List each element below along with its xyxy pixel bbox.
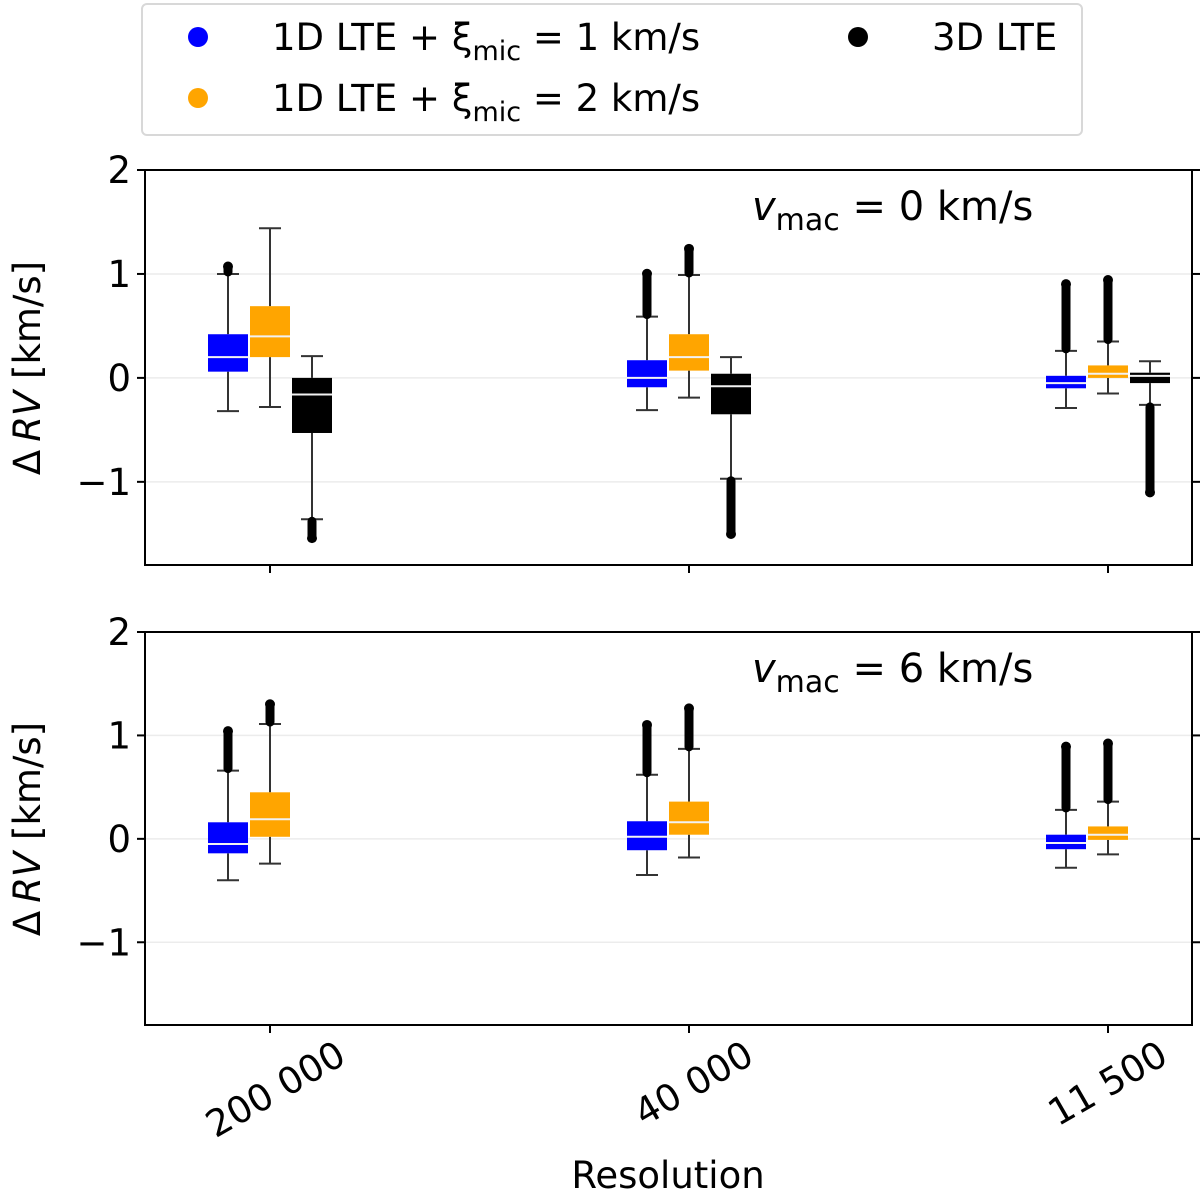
x-axis-label: Resolution bbox=[571, 1154, 764, 1197]
outlier-point bbox=[307, 533, 317, 544]
box-ffa500-0 bbox=[250, 227, 290, 408]
outlier-point bbox=[223, 726, 233, 737]
annotation-part: v bbox=[752, 646, 777, 692]
box-iqr bbox=[1130, 372, 1170, 384]
x-tick-label-0: 200 000 bbox=[198, 1033, 352, 1147]
panel-bottom: −1 0 1 2 vmac = 6 km/s bbox=[76, 611, 1200, 1033]
box-iqr bbox=[250, 792, 290, 837]
box-ffa500-0 bbox=[250, 699, 290, 865]
annotation-part: mac bbox=[776, 203, 840, 238]
box-iqr bbox=[208, 334, 248, 372]
outlier-point bbox=[1061, 279, 1071, 290]
box-iqr bbox=[1046, 834, 1086, 850]
legend-label-1d-xi2: 1D LTE + ξmic = 2 km/s bbox=[272, 77, 700, 128]
outlier-point bbox=[1103, 738, 1113, 749]
box-iqr bbox=[1088, 826, 1128, 840]
box-ffa500-2 bbox=[1088, 738, 1128, 856]
box-ffa500-1 bbox=[669, 703, 709, 859]
box-iqr bbox=[669, 334, 709, 371]
box-iqr bbox=[627, 360, 667, 388]
box-0000ff-1 bbox=[627, 268, 667, 412]
box-iqr bbox=[711, 373, 751, 415]
panel-annotation: vmac = 0 km/s bbox=[752, 184, 1033, 238]
y-tick-label: 0 bbox=[107, 357, 131, 400]
box-iqr bbox=[1046, 375, 1086, 389]
box-iqr bbox=[627, 821, 667, 851]
box-000000-0 bbox=[292, 355, 332, 544]
y-axis-label-top: ΔRV [km/s] bbox=[6, 261, 49, 475]
annotation-part: = 6 km/s bbox=[840, 646, 1034, 692]
box-iqr bbox=[250, 306, 290, 358]
box-000000-1 bbox=[711, 356, 751, 539]
panel-annotation: vmac = 6 km/s bbox=[752, 646, 1033, 700]
box-0000ff-0 bbox=[208, 261, 248, 413]
outlier-point bbox=[265, 699, 275, 710]
legend-label-3d: 3D LTE bbox=[932, 16, 1057, 59]
y-tick-label: 1 bbox=[107, 714, 131, 757]
y-tick-label: −1 bbox=[76, 461, 131, 504]
box-iqr bbox=[208, 822, 248, 854]
legend-label-1d-xi1: 1D LTE + ξmic = 1 km/s bbox=[272, 16, 700, 67]
outlier-point bbox=[1061, 741, 1071, 752]
box-iqr bbox=[669, 801, 709, 835]
outlier-point bbox=[684, 243, 694, 254]
outlier-point bbox=[1103, 275, 1113, 286]
box-0000ff-2 bbox=[1046, 741, 1086, 869]
axes-frame bbox=[144, 169, 1193, 566]
legend-marker-1d-xi2 bbox=[188, 88, 208, 108]
outlier-point bbox=[726, 528, 736, 539]
box-0000ff-0 bbox=[208, 726, 248, 882]
box-iqr bbox=[292, 377, 332, 433]
y-tick-label: 1 bbox=[107, 253, 131, 296]
annotation-part: v bbox=[752, 184, 777, 230]
axes-frame bbox=[144, 631, 1193, 1026]
y-tick-label: −1 bbox=[76, 921, 131, 964]
outlier-point bbox=[1145, 487, 1155, 498]
annotation-part: mac bbox=[776, 665, 840, 700]
box-000000-2 bbox=[1130, 360, 1170, 498]
y-tick-label: 0 bbox=[107, 818, 131, 861]
panel-top: −1 0 1 2 vmac = 0 km/s bbox=[76, 149, 1200, 573]
outlier-point bbox=[223, 261, 233, 272]
x-tick-label-2: 11 500 bbox=[1041, 1033, 1175, 1135]
legend-marker-3d bbox=[848, 27, 868, 47]
annotation-part: = 0 km/s bbox=[840, 184, 1034, 230]
legend: 1D LTE + ξmic = 1 km/s 1D LTE + ξmic = 2… bbox=[141, 3, 1083, 136]
box-ffa500-1 bbox=[669, 243, 709, 399]
outlier-point bbox=[642, 268, 652, 279]
legend-marker-1d-xi1 bbox=[188, 27, 208, 47]
y-axis-label-bottom: ΔRV [km/s] bbox=[6, 722, 49, 936]
box-0000ff-1 bbox=[627, 719, 667, 877]
outlier-point bbox=[642, 719, 652, 730]
y-tick-label: 2 bbox=[107, 149, 131, 192]
box-0000ff-2 bbox=[1046, 279, 1086, 410]
box-ffa500-2 bbox=[1088, 275, 1128, 395]
x-tick-label-1: 40 000 bbox=[627, 1033, 761, 1135]
box-iqr bbox=[1088, 365, 1128, 378]
legend-frame bbox=[141, 3, 1083, 136]
outlier-point bbox=[684, 703, 694, 714]
y-tick-label: 2 bbox=[107, 611, 131, 654]
